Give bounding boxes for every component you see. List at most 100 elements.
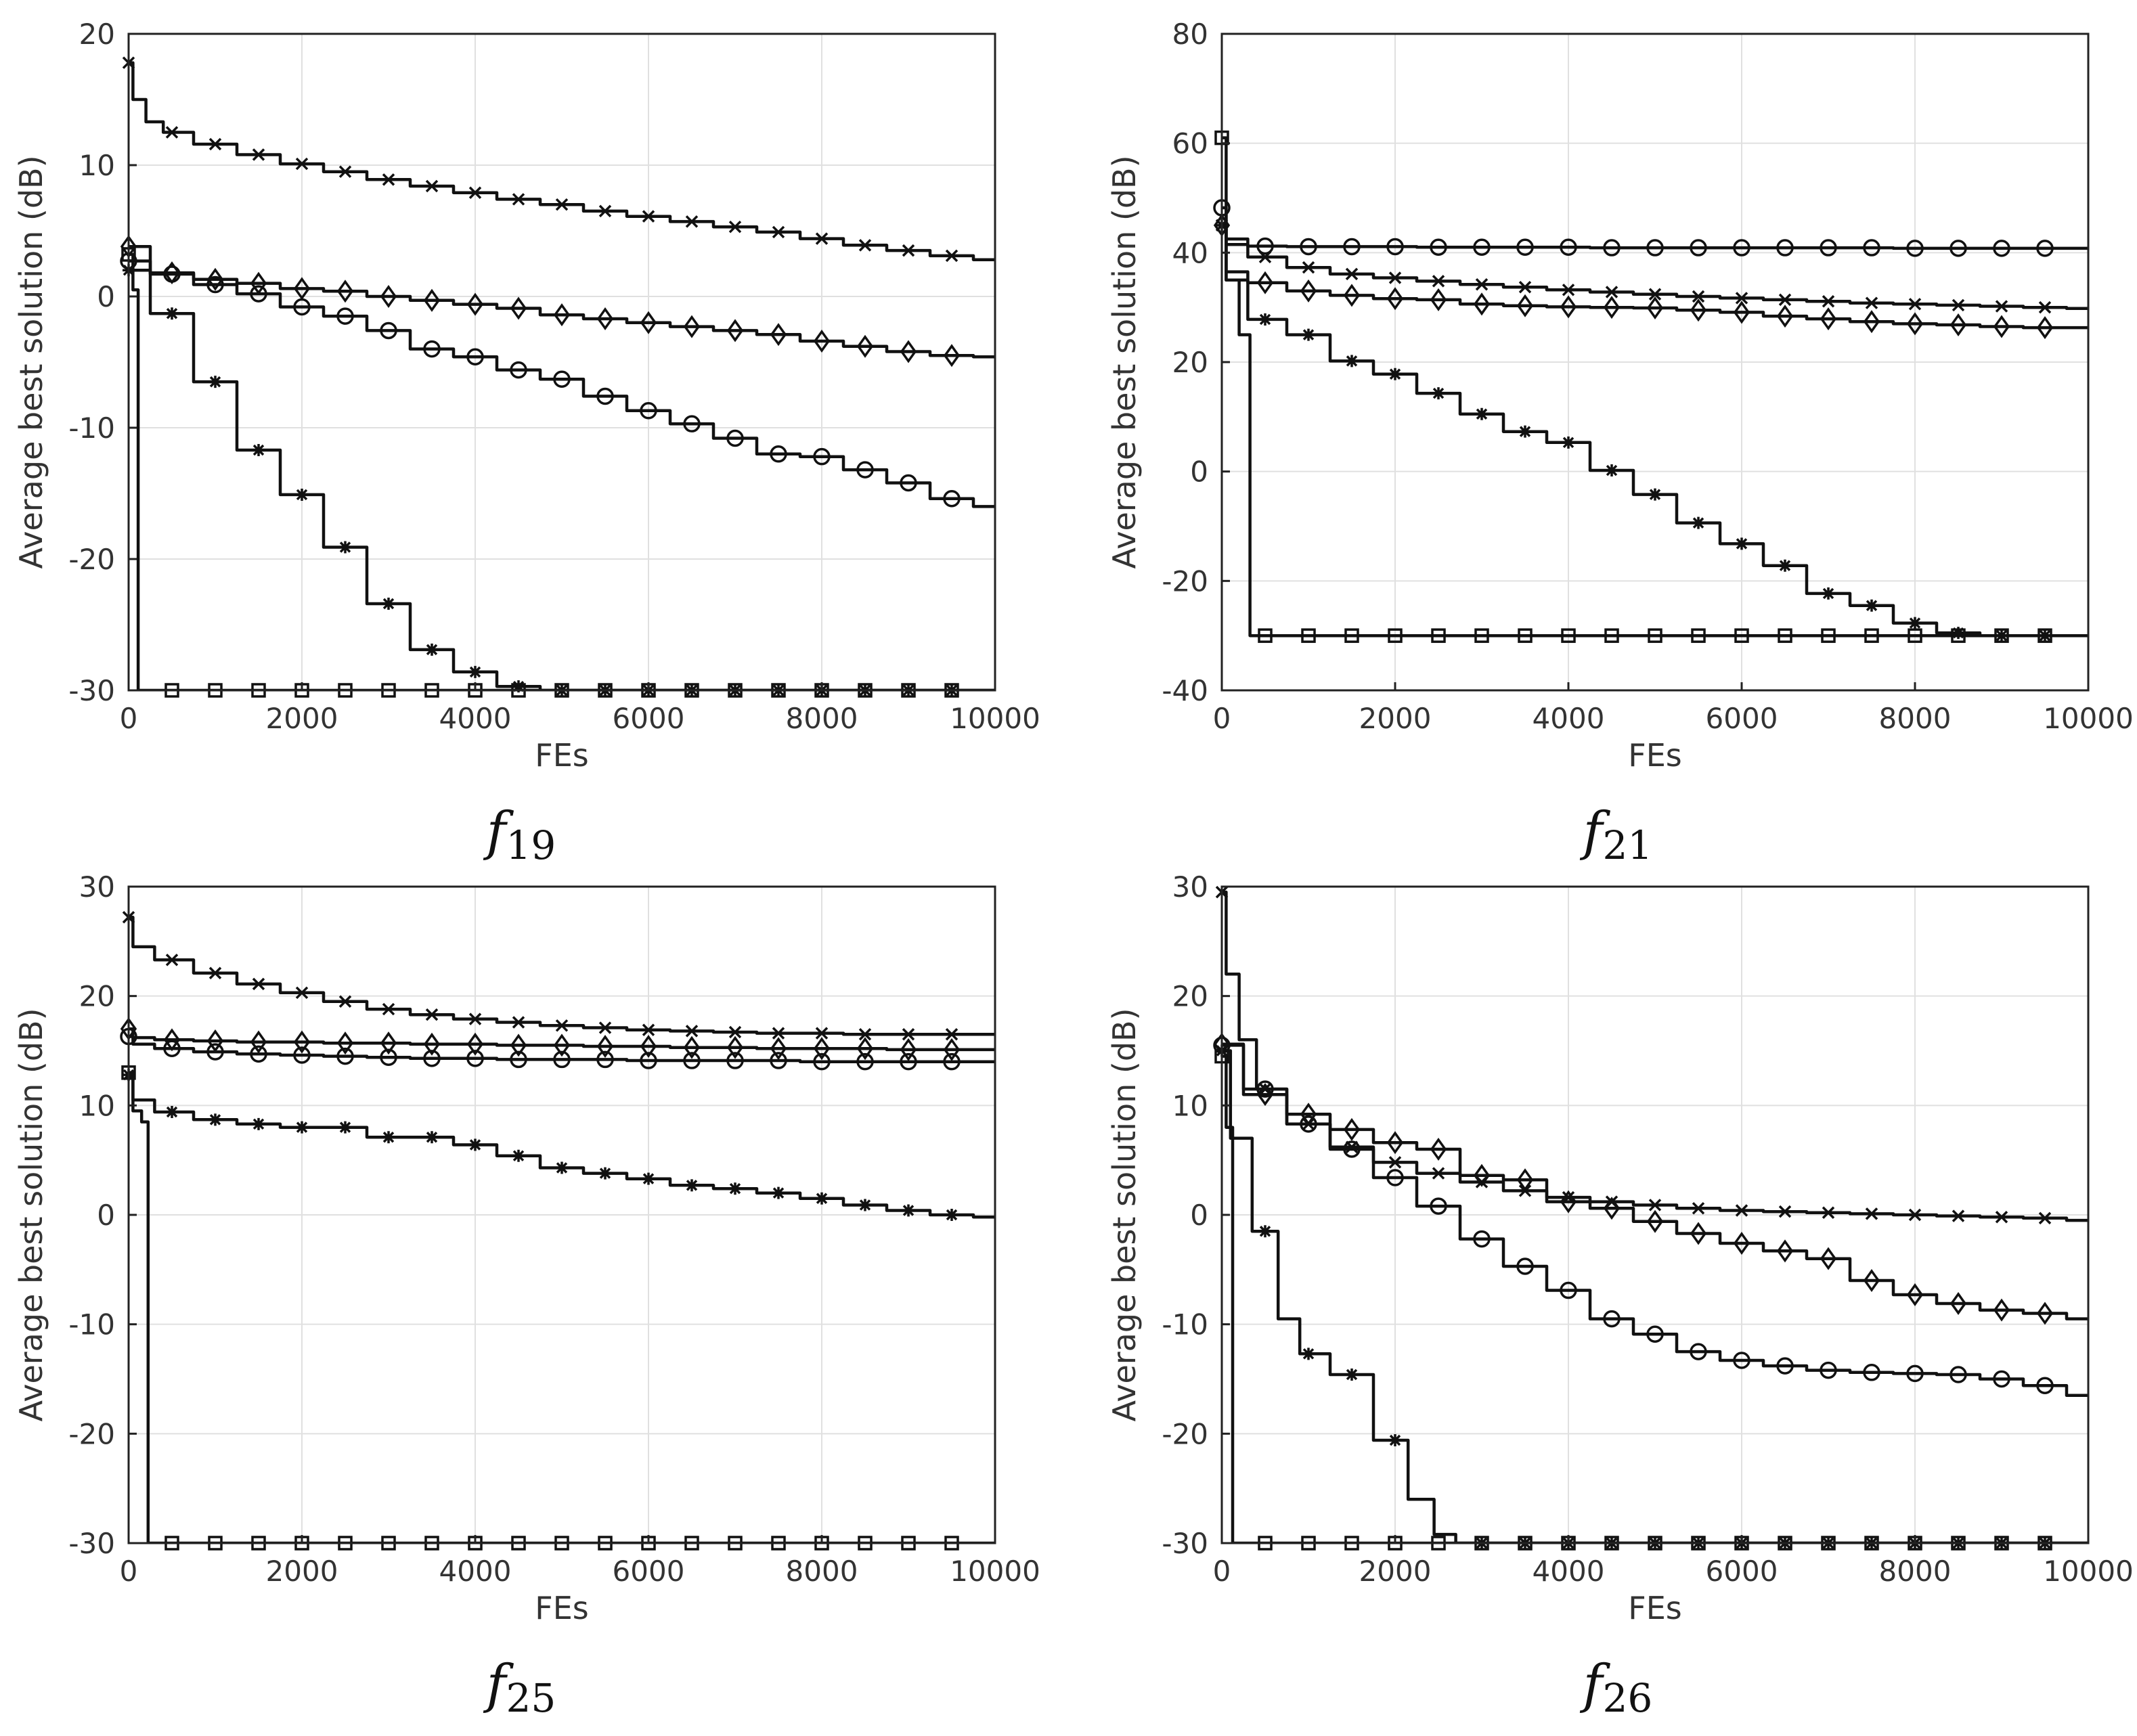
marker-diamond-p3-s1-2 — [1300, 1103, 1317, 1126]
marker-circle-p1-s0-1 — [1256, 237, 1274, 255]
y-tick-label-2: -10 — [1162, 1308, 1208, 1341]
marker-asterisk-p1-s3-4 — [1389, 368, 1401, 380]
marker-circle-p3-s2-19 — [2036, 1377, 2054, 1394]
marker-diamond-p1-s2-9 — [1603, 296, 1621, 319]
marker-asterisk-p0-s3-2 — [209, 376, 221, 388]
y-axis-label: Average best solution (dB) — [13, 1008, 49, 1421]
marker-diamond-p3-s1-15 — [1863, 1268, 1880, 1293]
marker-diamond-p2-s1-12 — [640, 1035, 657, 1059]
series-line-cross-p2 — [129, 916, 995, 1036]
marker-square-p1-s4-10 — [1648, 628, 1662, 643]
marker-x-p0-s0-4 — [295, 157, 309, 171]
x-tick-label-5: 10000 — [950, 702, 1040, 735]
marker-circle-p1-s0-12 — [1733, 239, 1750, 257]
marker-circle-p1-s0-4 — [1386, 238, 1404, 256]
marker-circle-p0-s2-17 — [856, 461, 874, 478]
marker-square-p1-s4-14 — [1821, 628, 1836, 643]
marker-square-p1-s4-7 — [1518, 628, 1533, 643]
marker-diamond-p3-s1-9 — [1603, 1197, 1621, 1220]
y-tick-label-1: -20 — [1162, 564, 1208, 598]
marker-diamond-p1-s2-2 — [1300, 279, 1317, 303]
marker-x-p1-s1-13 — [1778, 293, 1792, 307]
marker-circle-p3-s2-9 — [1603, 1310, 1621, 1328]
x-axis-label: FEs — [1628, 1590, 1682, 1626]
marker-diamond-p0-s1-10 — [553, 303, 571, 327]
y-tick-label-6: 30 — [79, 870, 115, 904]
marker-x-p3-s0-15 — [1865, 1207, 1878, 1220]
marker-x-p0-s0-15 — [772, 225, 785, 239]
marker-x-p1-s1-12 — [1735, 292, 1748, 305]
marker-x-p2-s0-2 — [208, 966, 222, 979]
marker-circle-p3-s2-17 — [1949, 1366, 1967, 1383]
marker-diamond-p2-s1-13 — [683, 1036, 701, 1059]
marker-square-p1-s4-3 — [1344, 628, 1359, 643]
marker-asterisk-p1-s3-18 — [1996, 629, 2008, 642]
panel-caption: f25 — [483, 1654, 556, 1721]
x-tick-label-3: 6000 — [1706, 1555, 1778, 1588]
marker-circle-p0-s2-3 — [250, 285, 267, 303]
marker-x-p1-s1-8 — [1562, 284, 1575, 296]
marker-asterisk-p3-s3-1 — [1259, 1225, 1271, 1238]
marker-square-p1-s4-19 — [2037, 628, 2052, 643]
marker-x-p2-s0-4 — [295, 986, 309, 1000]
y-tick-label-4: 40 — [1172, 236, 1208, 269]
marker-circle-p1-s0-3 — [1343, 238, 1361, 256]
marker-diamond-p0-s1-12 — [640, 311, 657, 334]
marker-asterisk-p1-s3-12 — [1736, 537, 1748, 550]
marker-circle-p0-s2-19 — [943, 490, 961, 508]
marker-x-p2-s0-15 — [772, 1027, 785, 1040]
marker-asterisk-p2-s3-15 — [772, 1186, 785, 1199]
marker-asterisk-p1-s3-3 — [1346, 355, 1358, 368]
marker-diamond-p3-s1-17 — [1949, 1291, 1967, 1315]
marker-diamond-p0-s1-19 — [943, 344, 961, 368]
marker-asterisk-p1-s3-19 — [2039, 629, 2051, 642]
marker-circle-p0-s2-1 — [163, 265, 181, 283]
marker-diamond-p3-s1-16 — [1906, 1283, 1924, 1307]
marker-asterisk-p2-s3-16 — [816, 1192, 828, 1205]
marker-circle-p2-s2-1 — [163, 1040, 181, 1058]
marker-diamond-p3-s1-4 — [1386, 1131, 1404, 1155]
marker-x-p2-s0-3 — [252, 977, 265, 991]
marker-circle-p3-s2-1 — [1256, 1080, 1274, 1098]
series-line-diamond-p0 — [129, 245, 995, 359]
marker-asterisk-p1-s3-15 — [1866, 599, 1878, 612]
x-tick-label-0: 0 — [1213, 702, 1231, 735]
marker-circle-p0-s2-16 — [813, 447, 831, 466]
marker-x-p2-s0-14 — [728, 1025, 742, 1039]
series-line-diamond-p2 — [129, 1027, 995, 1052]
marker-x-p0-s0-13 — [685, 215, 699, 228]
marker-circle-p3-s2-2 — [1300, 1115, 1317, 1133]
marker-circle-p1-s0-15 — [1863, 239, 1880, 257]
marker-asterisk-p1-s3-1 — [1259, 313, 1271, 326]
marker-square-p1-s4-9 — [1604, 628, 1619, 643]
series-line-asterisk-p3 — [1222, 1049, 2088, 1543]
marker-x-p3-s0-17 — [1952, 1209, 1965, 1222]
marker-circle-p0-s2-14 — [726, 429, 744, 447]
marker-diamond-p0-s1-2 — [206, 267, 224, 291]
marker-diamond-p2-s1-14 — [726, 1036, 744, 1059]
marker-square-p1-s4-12 — [1734, 628, 1749, 643]
marker-x-p0-s0-17 — [858, 239, 872, 252]
series-line-asterisk-p0 — [129, 268, 995, 690]
marker-circle-p0-s2-12 — [640, 402, 657, 420]
x-tick-label-5: 10000 — [950, 1555, 1040, 1588]
marker-x-p3-s0-13 — [1778, 1205, 1792, 1218]
marker-square-p1-s4-4 — [1388, 628, 1403, 643]
marker-diamond-p2-s1-9 — [510, 1033, 527, 1057]
marker-asterisk-p0-s3-4 — [296, 488, 308, 501]
marker-diamond-p2-s1-5 — [336, 1031, 354, 1055]
series-line-cross-p3 — [1222, 890, 2088, 1222]
y-tick-label-4: 10 — [1172, 1089, 1208, 1122]
marker-square-p1-s4-2 — [1301, 628, 1316, 643]
marker-diamond-p3-s1-5 — [1430, 1137, 1447, 1161]
marker-asterisk-p3-s3-2 — [1302, 1348, 1315, 1360]
axis-box-p0 — [127, 32, 996, 692]
marker-circle-p2-s2-13 — [683, 1052, 701, 1069]
marker-square-p1-s4-17 — [1951, 628, 1966, 643]
marker-x-p0-s0-5 — [338, 165, 352, 178]
y-tick-label-3: 20 — [1172, 346, 1208, 379]
marker-circle-p3-s2-5 — [1430, 1197, 1447, 1215]
marker-circle-p3-s2-15 — [1863, 1364, 1880, 1381]
marker-circle-p3-s2-18 — [1993, 1370, 2010, 1388]
marker-x-p1-s1-15 — [1865, 296, 1878, 309]
